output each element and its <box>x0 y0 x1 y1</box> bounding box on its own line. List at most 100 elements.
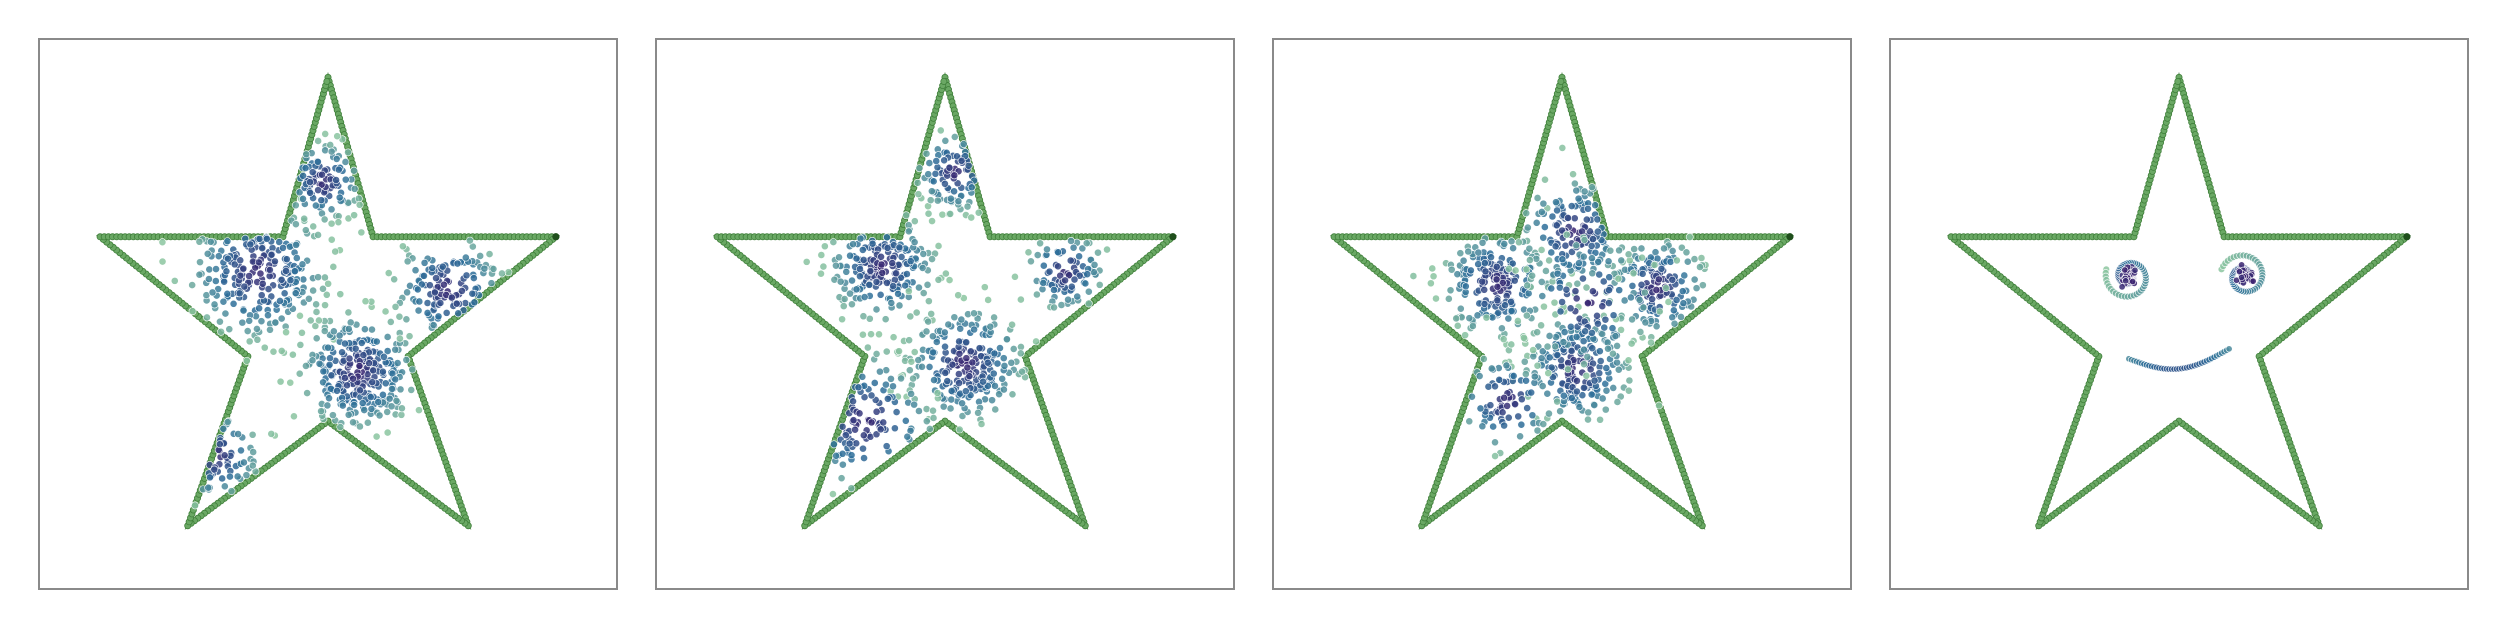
scatter-point <box>291 201 300 210</box>
boundary-point <box>2174 77 2182 85</box>
scatter-point <box>910 238 919 247</box>
boundary-endpoint <box>552 233 560 241</box>
scatter-point <box>454 309 463 318</box>
scatter-point <box>338 401 347 410</box>
scatter-point <box>943 377 952 385</box>
scatter-point <box>856 265 864 273</box>
scatter-point <box>1497 324 1506 333</box>
scatter-point <box>1461 331 1470 340</box>
scatter-point <box>955 337 963 346</box>
scatter-point <box>403 288 412 297</box>
scatter-point <box>838 422 847 431</box>
scatter-point <box>423 309 432 317</box>
scatter-point <box>967 213 976 222</box>
scatter-point <box>372 432 381 441</box>
scatter-point <box>980 283 989 292</box>
scatter-point <box>946 209 955 218</box>
scatter-point <box>1692 284 1701 293</box>
scatter-points <box>1409 144 1710 460</box>
scatter-point <box>1648 295 1657 304</box>
scatter-point <box>925 363 934 371</box>
scatter-point <box>892 408 901 416</box>
scatter-point <box>1647 338 1655 347</box>
scatter-point <box>1564 214 1572 222</box>
scatter-point <box>1698 281 1707 290</box>
scatter-point <box>369 366 378 375</box>
scatter-point <box>947 387 956 395</box>
scatter-point <box>1666 257 1675 266</box>
scatter-point <box>1627 293 1635 302</box>
scatter-point <box>312 334 321 343</box>
scatter-point <box>1527 388 1536 397</box>
scatter-point <box>1574 194 1583 203</box>
scatter-point <box>986 322 995 331</box>
scatter-point <box>1573 279 1582 288</box>
scatter-point <box>838 315 847 324</box>
scatter-point <box>383 428 392 437</box>
scatter-point <box>919 289 928 297</box>
scatter-point <box>932 157 941 165</box>
scatter-point <box>1537 208 1546 216</box>
scatter-point <box>946 194 955 203</box>
scatter-point <box>924 209 933 218</box>
scatter-point <box>402 356 411 364</box>
scatter-point <box>1484 382 1493 391</box>
scatter-point <box>947 395 956 404</box>
scatter-point <box>1609 349 1617 358</box>
scatter-point <box>395 312 404 321</box>
scatter-point <box>1507 297 1515 306</box>
scatter-point <box>1617 256 1626 265</box>
scatter-point <box>1690 275 1699 284</box>
scatter-point <box>1487 364 1496 373</box>
scatter-point <box>835 253 843 262</box>
scatter-point <box>990 313 998 322</box>
scatter-point <box>895 301 904 310</box>
scatter-point <box>1624 356 1633 365</box>
scatter-point <box>1533 328 1542 337</box>
scatter-point <box>897 253 906 261</box>
scatter-point <box>1493 282 1502 291</box>
scatter-point <box>1065 271 1074 280</box>
scatter-point <box>359 351 368 359</box>
scatter-point <box>1572 241 1581 250</box>
scatter-point <box>829 238 838 246</box>
scatter-point <box>356 422 364 431</box>
scatter-point <box>351 344 360 353</box>
scatter-point <box>1075 271 1084 280</box>
scatter-point <box>1533 361 1542 370</box>
scatter-point <box>277 275 286 284</box>
scatter-point <box>195 270 204 279</box>
scatter-point <box>1637 244 1646 253</box>
scatter-point <box>838 449 847 458</box>
scatter-point <box>854 383 863 392</box>
scatter-point <box>257 317 266 326</box>
scatter-point <box>1594 257 1603 266</box>
scatter-point <box>1562 230 1571 239</box>
scatter-point <box>1582 283 1591 292</box>
scatter-point <box>1465 417 1474 426</box>
scatter-point <box>1514 412 1523 421</box>
scatter-point <box>882 442 891 451</box>
scatter-point <box>1491 438 1499 447</box>
scatter-point <box>1685 233 1694 241</box>
scatter-point <box>306 188 315 197</box>
scatter-point <box>361 297 370 306</box>
scatter-point <box>191 501 199 510</box>
scatter-point <box>1428 264 1437 273</box>
scatter-point <box>879 418 888 427</box>
scatter-point <box>1016 295 1025 304</box>
scatter-point <box>1461 282 1470 291</box>
scatter-point <box>230 260 239 269</box>
scatter-point <box>1507 340 1516 349</box>
scatter-point <box>303 389 312 397</box>
scatter-point <box>312 308 321 316</box>
scatter-point <box>941 368 950 377</box>
scatter-point <box>975 344 984 353</box>
scatter-point <box>1579 337 1588 346</box>
scatter-point <box>1580 345 1588 354</box>
scatter-point <box>1594 227 1602 236</box>
scatter-point <box>933 389 942 397</box>
scatter-point <box>1579 252 1588 261</box>
scatter-point <box>1595 347 1604 356</box>
scatter-point <box>238 318 247 327</box>
